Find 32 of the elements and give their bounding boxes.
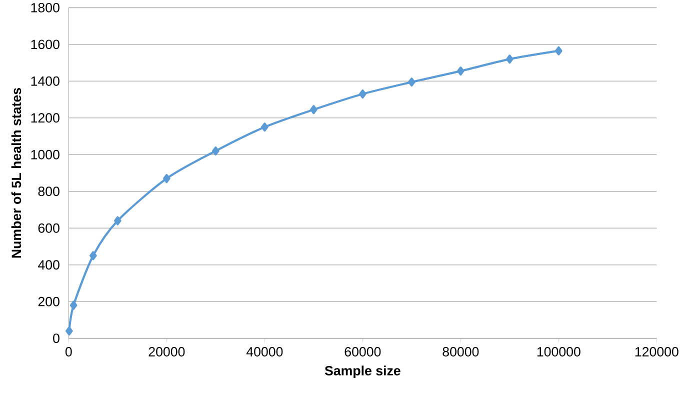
y-tick-label: 600 [38,223,60,233]
point [212,146,220,156]
y-tick-label: 1200 [31,113,60,123]
point [359,89,366,99]
y-tick-label: 1400 [31,76,60,86]
y-tick-label: 1600 [31,40,60,50]
y-tick-label: 800 [38,186,60,196]
point [506,54,514,64]
x-axis-title: Sample size [324,366,400,378]
point [261,122,268,132]
x-tick-label: 40000 [246,347,283,356]
y-tick-label: 1000 [31,150,60,160]
x-tick-label: 20000 [148,347,185,356]
point [408,78,416,87]
point [65,326,73,336]
y-tick-label: 200 [38,296,60,306]
point [162,174,170,184]
x-tick-label: 100000 [537,347,580,356]
x-tick-label: 80000 [442,347,479,356]
point [114,216,122,226]
x-tick-label: 60000 [344,347,381,356]
point [310,105,318,114]
y-tick-label: 1800 [31,2,60,12]
y-tick-label: 400 [38,260,60,270]
y-axis-title: Number of 5L health states [11,88,22,258]
x-tick-label: 120000 [635,347,678,356]
point [457,66,464,76]
point [70,300,78,310]
point [555,46,562,56]
point [90,251,97,260]
x-tick-label: 0 [65,347,72,356]
y-tick-label: 0 [53,334,60,344]
